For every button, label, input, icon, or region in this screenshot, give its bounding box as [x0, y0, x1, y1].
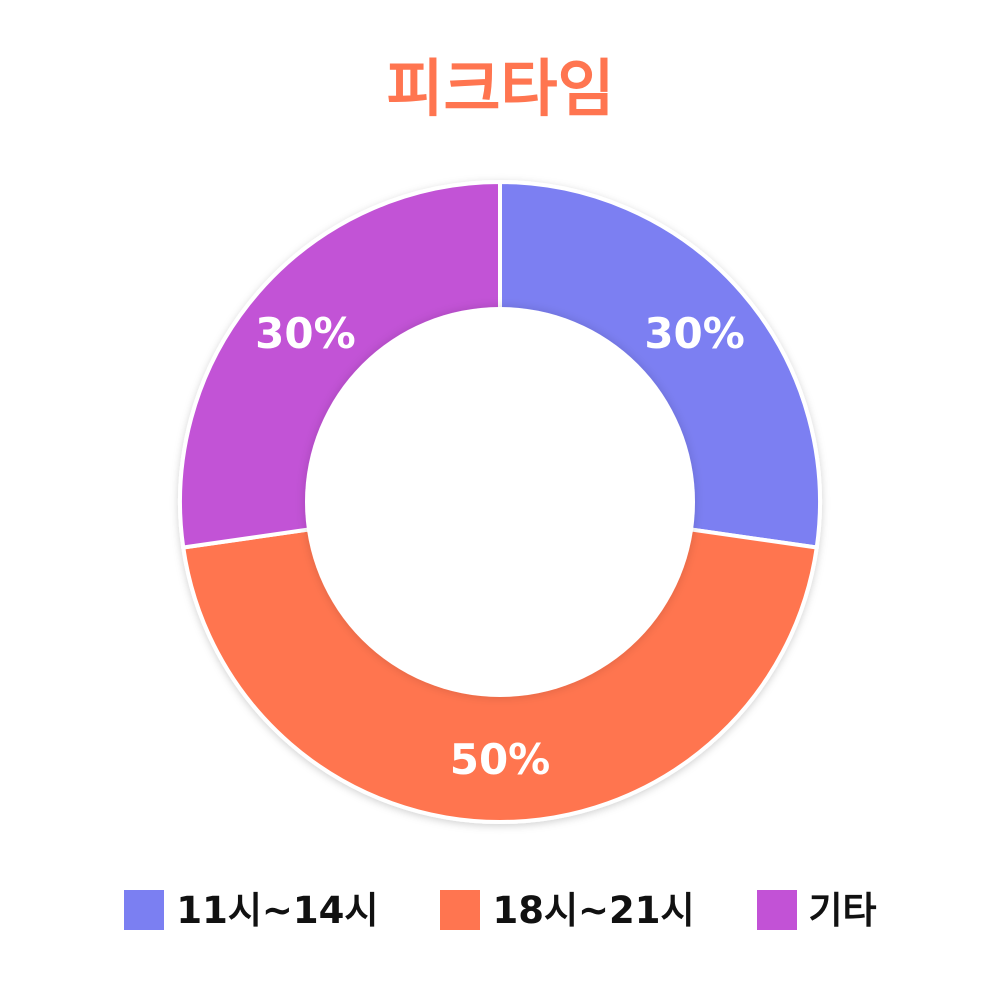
- chart-title: 피크타임: [386, 52, 615, 125]
- donut-hole: [305, 307, 695, 697]
- legend-label-1: 18시~21시: [492, 888, 695, 932]
- slice-label-2: 30%: [255, 309, 356, 358]
- slice-label-1: 50%: [450, 735, 551, 784]
- legend-item-1: 18시~21시: [440, 888, 695, 932]
- legend-swatch-1: [440, 890, 481, 930]
- slice-label-0: 30%: [644, 309, 745, 358]
- legend-item-0: 11시~14시: [124, 890, 378, 930]
- legend-item-2: 기타: [756, 888, 877, 932]
- legend: 11시~14시 18시~21시 기타: [0, 890, 1001, 930]
- legend-swatch-0: [124, 890, 165, 930]
- labels-group: 30% 50% 30%: [255, 309, 745, 784]
- legend-swatch-2: [756, 890, 797, 930]
- legend-label-0: 11시~14시: [176, 888, 379, 932]
- legend-label-2: 기타: [808, 888, 877, 932]
